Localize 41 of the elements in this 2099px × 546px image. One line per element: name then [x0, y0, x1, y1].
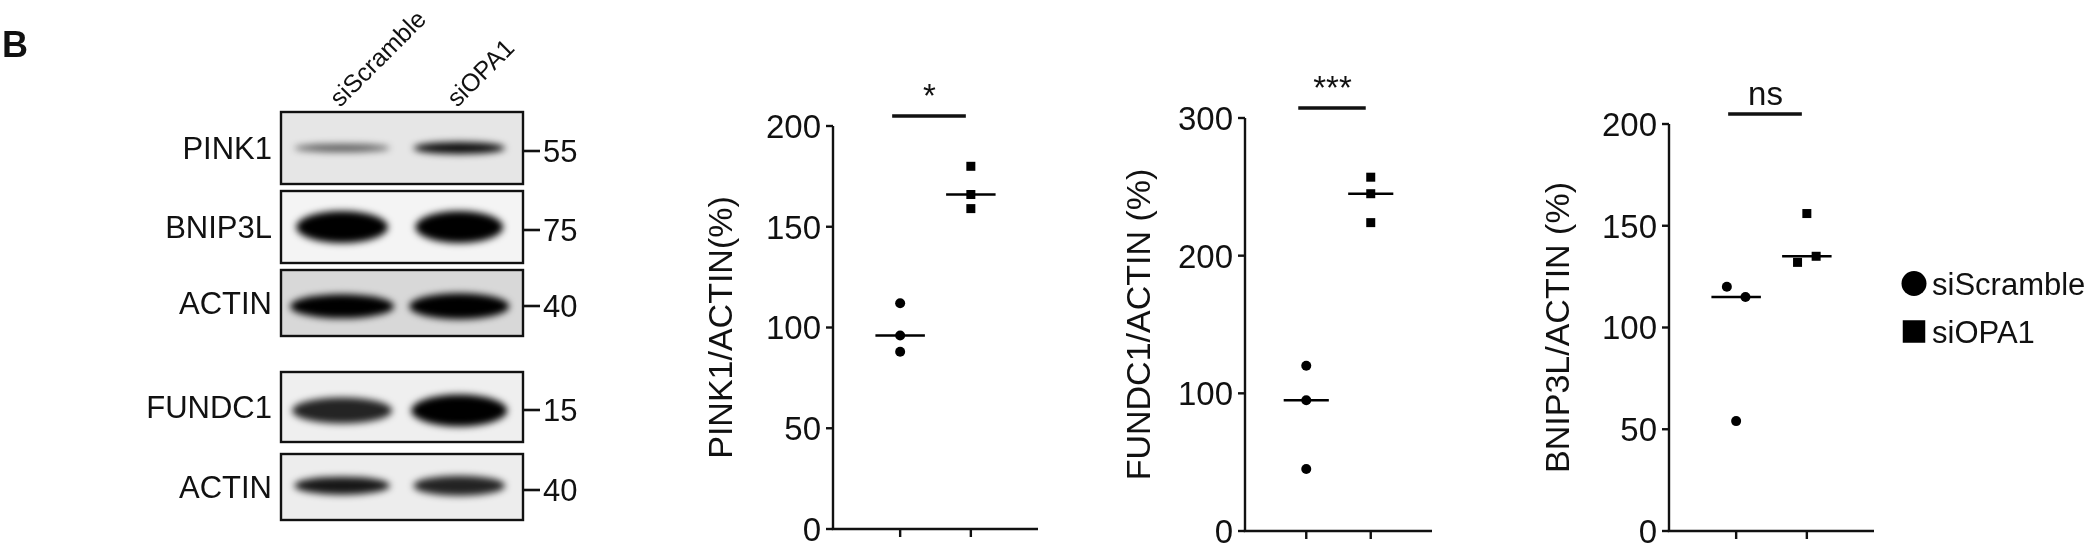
point: [895, 298, 906, 309]
y-tick-label: 50: [784, 410, 821, 448]
category-label: 55: [543, 134, 578, 170]
y-tick-label: 200: [1177, 237, 1233, 275]
category-label: ACTIN: [179, 286, 272, 322]
y-tick-label: 150: [1601, 207, 1657, 245]
y-tick-label: 150: [765, 208, 821, 246]
category-label: 40: [543, 473, 578, 509]
category-label: 40: [543, 289, 578, 325]
y-axis-title: PINK1/ACTIN(%): [701, 196, 739, 459]
point: [966, 161, 976, 171]
category-label: ACTIN: [179, 470, 272, 506]
category-label: 15: [543, 393, 578, 429]
legend-label: siScramble: [1932, 266, 2086, 302]
legend-label: siOPA1: [1932, 314, 2035, 350]
text: ns: [1748, 75, 1783, 112]
y-tick-label: 200: [1601, 105, 1657, 143]
point: [1366, 218, 1376, 228]
point: [1366, 172, 1376, 182]
category-label: PINK1: [182, 131, 272, 167]
point: [895, 346, 906, 357]
category-label: BNIP3L: [165, 210, 272, 246]
y-tick-label: 0: [1638, 512, 1657, 546]
y-tick-label: 100: [1177, 375, 1233, 413]
y-tick-label: 200: [765, 107, 821, 145]
y-tick-label: 300: [1177, 99, 1233, 137]
text: ***: [1313, 69, 1352, 106]
text: B: [2, 24, 28, 65]
y-tick-label: 0: [1214, 512, 1233, 546]
category-label: 75: [543, 213, 578, 249]
y-axis-title: FUNDC1/ACTIN (%): [1119, 168, 1157, 481]
y-tick-label: 100: [765, 309, 821, 347]
point: [1301, 360, 1312, 371]
y-tick-label: 50: [1620, 411, 1657, 449]
point: [966, 204, 976, 214]
y-tick-label: 100: [1601, 309, 1657, 347]
category-label: FUNDC1: [146, 390, 272, 426]
y-tick-label: 0: [802, 510, 821, 546]
y-axis-title: BNIP3L/ACTIN (%): [1538, 182, 1576, 473]
text: *: [923, 77, 937, 114]
point: [1301, 464, 1312, 475]
